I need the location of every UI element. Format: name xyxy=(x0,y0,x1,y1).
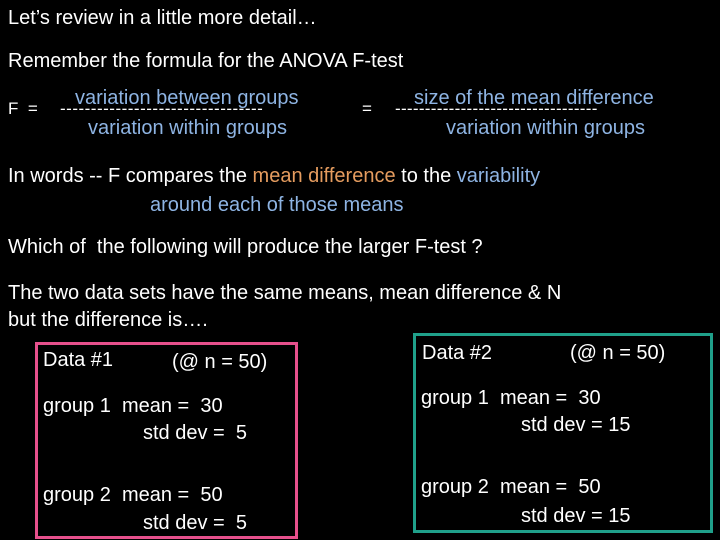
formula-numerator: size of the mean difference xyxy=(414,87,654,109)
dataset-label: Data #2 xyxy=(422,342,493,364)
dataset-label: Data #1 xyxy=(43,349,114,371)
formula-bar: ---------------------------------- xyxy=(395,99,598,118)
dataset-box xyxy=(413,333,713,533)
group-mean: group 2 mean = 50 xyxy=(43,484,223,506)
formula-bar: --------------------------------- xyxy=(60,99,264,118)
words-mid: to the xyxy=(401,165,452,187)
group-mean: group 1 mean = 30 xyxy=(421,387,601,409)
group-sd: std dev = 15 xyxy=(521,414,631,436)
words-line: around each of those means xyxy=(150,194,404,216)
words-term: mean difference xyxy=(252,165,396,187)
setup-line: but the difference is…. xyxy=(8,309,208,331)
title: Let’s review in a little more detail… xyxy=(8,7,317,29)
group-mean: group 2 mean = 50 xyxy=(421,476,601,498)
dataset-n: (@ n = 50) xyxy=(172,351,268,373)
formula-equals: = xyxy=(362,99,372,118)
formula-denominator: variation within groups xyxy=(446,117,645,139)
intro: Remember the formula for the ANOVA F-tes… xyxy=(8,50,404,72)
dataset-n: (@ n = 50) xyxy=(570,342,666,364)
question: Which of the following will produce the … xyxy=(8,236,483,258)
words-term: variability xyxy=(456,165,541,187)
words-line: In words -- F compares the mean differen… xyxy=(8,164,540,188)
group-sd: std dev = 15 xyxy=(521,505,631,527)
setup-line: The two data sets have the same means, m… xyxy=(8,282,562,304)
dataset-box xyxy=(35,342,298,539)
words-lead: In words -- F compares the xyxy=(8,165,247,187)
group-sd: std dev = 5 xyxy=(143,422,247,444)
formula-lhs: F = xyxy=(8,99,38,118)
group-mean: group 1 mean = 30 xyxy=(43,395,223,417)
group-sd: std dev = 5 xyxy=(143,512,247,534)
formula-denominator: variation within groups xyxy=(88,117,287,139)
formula-numerator: variation between groups xyxy=(75,87,299,109)
